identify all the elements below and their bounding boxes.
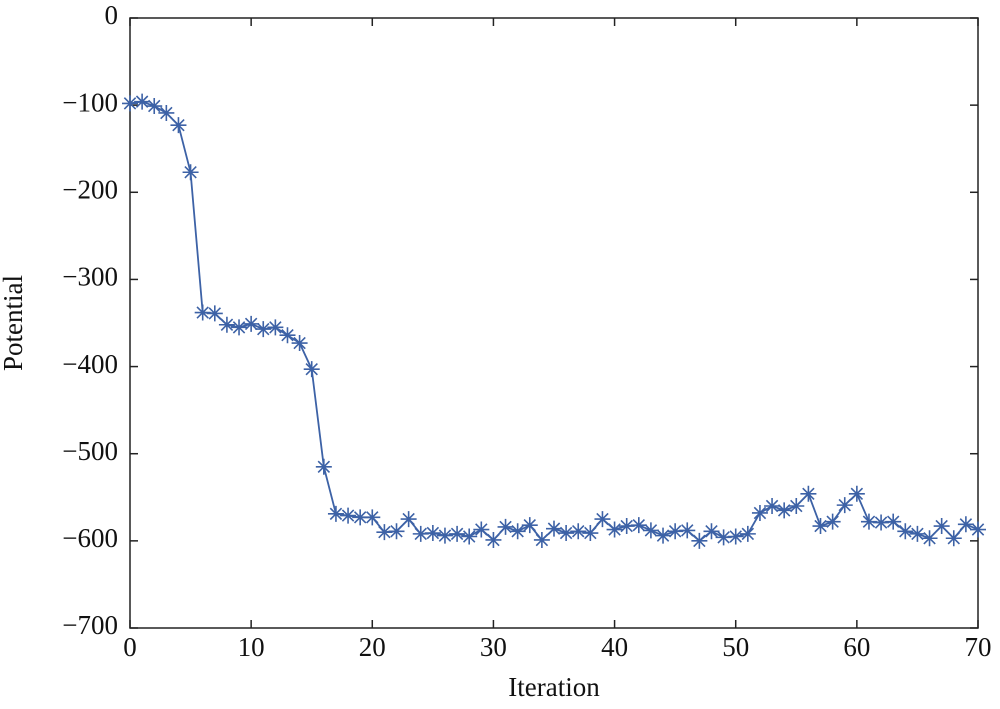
marker [824, 513, 841, 530]
y-tick-label: 0 [105, 0, 119, 30]
x-tick-label: 50 [722, 632, 749, 662]
marker [727, 528, 744, 545]
marker [303, 361, 320, 378]
marker [267, 319, 284, 336]
marker [558, 525, 575, 542]
marker [340, 507, 357, 524]
marker [715, 529, 732, 546]
marker [231, 319, 248, 336]
x-tick-label: 60 [843, 632, 870, 662]
marker [909, 525, 926, 542]
marker [606, 521, 623, 538]
series-line [129, 100, 979, 543]
marker [933, 518, 950, 535]
plot-frame [129, 17, 979, 629]
y-tick-label: −700 [62, 610, 118, 640]
y-tick-label: −200 [62, 174, 118, 204]
marker [739, 525, 756, 542]
marker [642, 522, 659, 539]
marker [206, 305, 223, 322]
marker [497, 518, 514, 535]
x-tick-label: 70 [965, 632, 992, 662]
marker [436, 527, 453, 544]
marker [182, 164, 199, 181]
marker [461, 528, 478, 545]
marker [400, 511, 417, 528]
marker [885, 513, 902, 530]
x-tick-label: 20 [359, 632, 386, 662]
y-tick-label: −400 [62, 349, 118, 379]
marker [449, 525, 466, 542]
marker [327, 505, 344, 522]
marker [255, 321, 272, 338]
marker [194, 304, 211, 321]
marker [134, 93, 151, 110]
marker [703, 523, 720, 540]
marker [243, 315, 260, 332]
x-axis-label: Iteration [508, 672, 600, 702]
x-tick-label: 40 [601, 632, 628, 662]
marker [679, 522, 696, 539]
marker [836, 497, 853, 514]
marker [570, 523, 587, 540]
x-tick-label: 30 [480, 632, 507, 662]
marker [146, 98, 163, 115]
marker [800, 485, 817, 502]
x-tick-label: 10 [238, 632, 265, 662]
marker [158, 104, 175, 121]
marker [618, 518, 635, 535]
marker [315, 458, 332, 475]
marker [957, 516, 974, 533]
marker [921, 530, 938, 547]
marker [473, 521, 490, 538]
marker [764, 498, 781, 514]
y-tick-label: −100 [62, 87, 118, 117]
marker [582, 525, 599, 542]
marker [546, 520, 562, 537]
x-tick-label: 0 [123, 632, 137, 662]
marker [945, 530, 962, 547]
marker [521, 517, 538, 534]
marker [509, 523, 526, 540]
marker [630, 517, 647, 534]
marker [594, 511, 611, 528]
y-axis-label: Potential [0, 275, 28, 371]
marker [691, 532, 708, 549]
marker [751, 504, 768, 521]
marker [279, 327, 296, 344]
marker [218, 316, 235, 333]
y-tick-label: −600 [62, 523, 118, 553]
marker [352, 509, 369, 526]
marker [376, 524, 393, 541]
marker [970, 521, 986, 538]
marker [533, 531, 550, 548]
marker [388, 523, 405, 540]
marker [364, 509, 381, 526]
marker [412, 525, 429, 542]
y-tick-label: −300 [62, 262, 118, 292]
marker [485, 531, 502, 548]
marker [776, 502, 793, 519]
marker [170, 117, 187, 134]
marker [788, 498, 805, 514]
marker [291, 335, 308, 352]
marker [424, 525, 441, 542]
marker [848, 485, 865, 502]
marker [812, 518, 829, 535]
marker [122, 95, 138, 112]
marker [860, 513, 877, 530]
marker [655, 527, 672, 544]
marker [667, 523, 684, 540]
y-tick-label: −500 [62, 436, 118, 466]
marker [897, 523, 914, 540]
marker [873, 514, 890, 531]
